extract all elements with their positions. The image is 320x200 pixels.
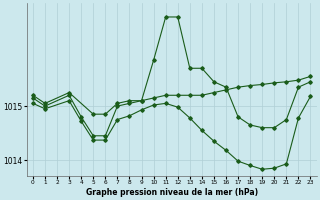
X-axis label: Graphe pression niveau de la mer (hPa): Graphe pression niveau de la mer (hPa)	[86, 188, 258, 197]
